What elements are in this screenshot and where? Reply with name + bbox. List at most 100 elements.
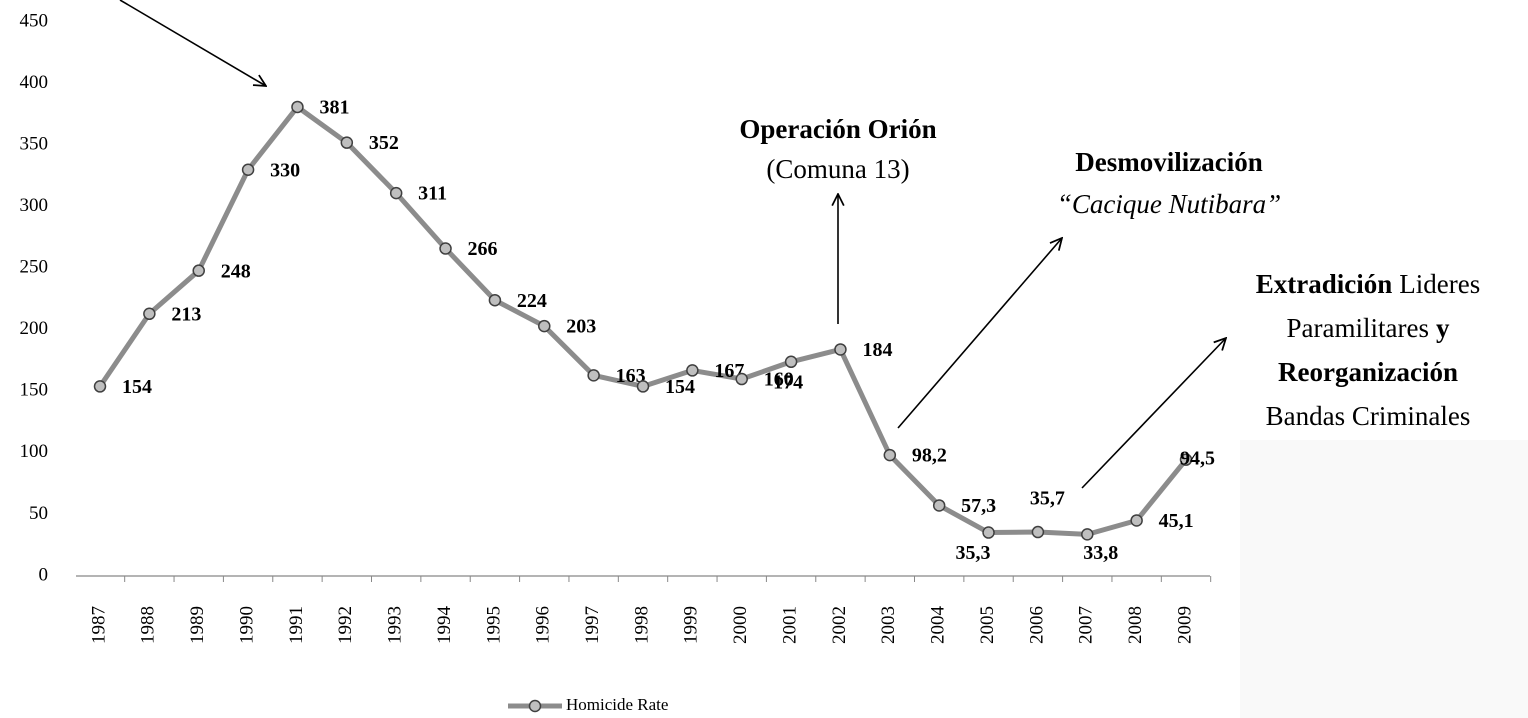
data-label: 224 xyxy=(517,290,547,312)
y-tick-label: 350 xyxy=(20,133,49,154)
data-label: 203 xyxy=(566,316,596,338)
x-tick-label: 2008 xyxy=(1125,606,1146,644)
x-tick-label: 2000 xyxy=(730,606,751,644)
x-tick-label: 2002 xyxy=(829,606,850,644)
y-tick-label: 250 xyxy=(20,257,49,278)
marker xyxy=(1081,528,1094,541)
y-tick-label: 100 xyxy=(20,441,49,462)
x-tick-label: 1992 xyxy=(335,606,356,644)
background-panel xyxy=(1240,440,1528,718)
annotation: Extradición Lideres xyxy=(1256,269,1480,299)
data-label: 154 xyxy=(122,376,152,398)
legend-marker xyxy=(528,699,542,713)
data-label: 57,3 xyxy=(961,495,996,517)
x-tick-label: 1994 xyxy=(434,606,455,645)
x-tick-label: 1991 xyxy=(286,606,307,644)
marker xyxy=(735,372,748,386)
arrow xyxy=(119,0,266,86)
x-tick-label: 2004 xyxy=(928,606,949,645)
y-tick-label: 300 xyxy=(20,195,49,216)
data-label: 154 xyxy=(665,376,695,398)
annotation: Paramilitares y xyxy=(1287,313,1450,343)
annotation-text: Bandas Criminales xyxy=(1266,401,1471,431)
x-tick-label: 2009 xyxy=(1174,606,1195,644)
line xyxy=(97,104,1188,537)
marker xyxy=(636,380,650,393)
arrows xyxy=(119,0,1226,489)
marker xyxy=(439,242,452,255)
annotation: Desmovilización xyxy=(1075,147,1262,177)
x-tick-label: 2007 xyxy=(1076,606,1097,644)
y-tick-label: 450 xyxy=(20,10,49,31)
marker xyxy=(982,526,995,539)
y-tick-label: 50 xyxy=(29,503,48,524)
data-label: 160 xyxy=(764,369,794,391)
marker xyxy=(291,100,304,114)
marker xyxy=(686,364,699,377)
legend-label: Homicide Rate xyxy=(566,695,668,714)
x-tick-label: 1996 xyxy=(533,606,554,644)
x-tick-label: 1997 xyxy=(582,606,603,644)
marker xyxy=(784,355,798,369)
data-label: 45,1 xyxy=(1159,510,1194,532)
marker xyxy=(1130,514,1143,527)
data-label: 35,7 xyxy=(1030,488,1065,510)
marker xyxy=(143,307,156,321)
marker xyxy=(1179,453,1193,466)
data-label: 352 xyxy=(369,132,399,154)
x-tick-label: 1993 xyxy=(385,606,406,644)
annotation-text: (Comuna 13) xyxy=(766,154,909,184)
marker xyxy=(241,163,255,176)
annotation: Bandas Criminales xyxy=(1266,401,1471,431)
marker xyxy=(834,343,847,356)
x-tick-label: 2006 xyxy=(1026,606,1047,644)
data-label: 381 xyxy=(319,97,349,119)
marker xyxy=(587,369,600,382)
x-tick-label: 1989 xyxy=(187,606,208,644)
marker xyxy=(340,136,354,149)
x-tick-label: 2003 xyxy=(878,606,899,644)
x-tick-label: 1995 xyxy=(483,606,504,644)
y-tick-label: 200 xyxy=(20,318,49,339)
marker xyxy=(389,186,403,200)
data-label: 213 xyxy=(171,303,201,325)
annotation-text: Reorganización xyxy=(1278,357,1458,387)
marker xyxy=(883,448,897,462)
data-label: 94,5 xyxy=(1180,447,1215,469)
x-tick-label: 1990 xyxy=(236,606,257,644)
y-tick-label: 150 xyxy=(20,380,49,401)
annotation-text: Extradición xyxy=(1256,269,1393,299)
data-label: 248 xyxy=(221,260,251,282)
annotation-text: Lideres xyxy=(1399,269,1480,299)
arrow xyxy=(1081,338,1226,489)
annotation-text: y xyxy=(1436,313,1450,343)
arrow xyxy=(897,238,1062,429)
y-tick-label: 0 xyxy=(39,564,49,585)
data-label: 174 xyxy=(773,371,803,393)
data-label: 184 xyxy=(862,339,892,361)
annotation-text: Paramilitares xyxy=(1287,313,1429,343)
marker xyxy=(1031,525,1045,539)
annotation-text: Operación Orión xyxy=(739,114,936,144)
x-tick-label: 2001 xyxy=(779,606,800,644)
data-label: 35,3 xyxy=(956,542,991,564)
data-label: 33,8 xyxy=(1083,542,1118,564)
marker xyxy=(192,264,205,277)
annotation-text: “Cacique Nutibara” xyxy=(1057,189,1281,219)
annotation: (Comuna 13) xyxy=(766,154,909,184)
marker xyxy=(932,499,946,512)
annotation: Reorganización xyxy=(1278,357,1458,387)
data-label: 98,2 xyxy=(912,445,947,467)
annotation: Operación Orión xyxy=(739,114,936,144)
x-tick-label: 1998 xyxy=(631,606,652,644)
marker xyxy=(93,380,107,393)
x-tick-label: 1999 xyxy=(681,606,702,644)
data-label: 330 xyxy=(270,159,300,181)
data-label: 163 xyxy=(616,365,646,387)
marker xyxy=(538,319,551,333)
data-label: 311 xyxy=(418,183,447,205)
x-tick-label: 1987 xyxy=(88,606,109,644)
x-tick-label: 2005 xyxy=(977,606,998,644)
annotation-text: Desmovilización xyxy=(1075,147,1262,177)
